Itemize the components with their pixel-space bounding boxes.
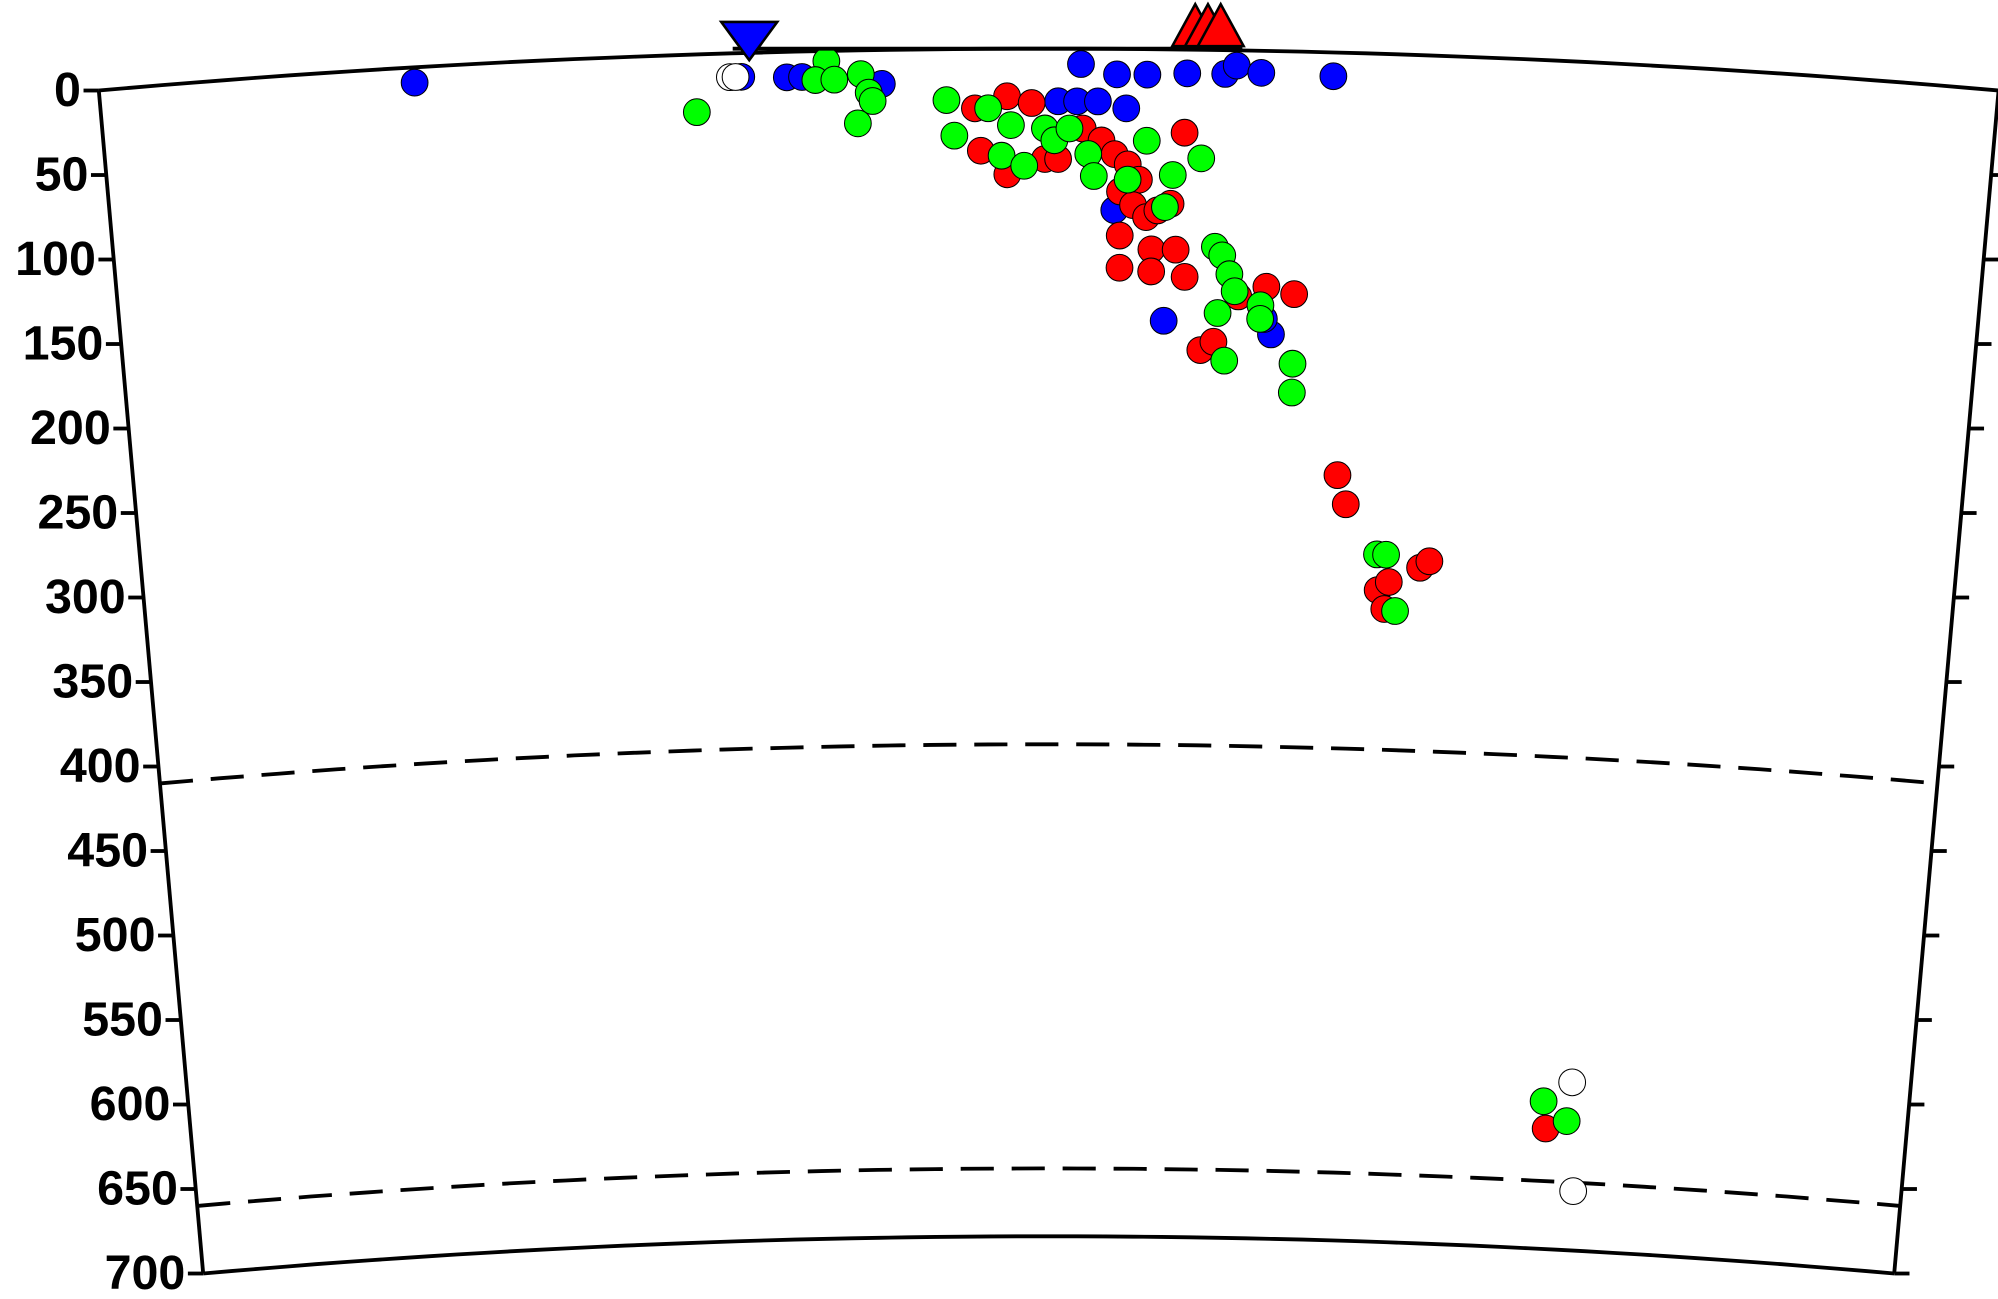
discontinuity-line <box>197 1166 1901 1208</box>
event-point <box>400 68 429 97</box>
event-point <box>1277 378 1306 407</box>
event-point <box>682 98 711 127</box>
event-point <box>1222 51 1251 80</box>
event-point <box>1170 263 1199 291</box>
event-point <box>1173 59 1202 88</box>
event-point <box>1158 161 1187 189</box>
event-point <box>1372 540 1400 569</box>
y-tick-label: 200 <box>30 401 111 455</box>
event-point <box>940 121 969 150</box>
event-point <box>932 86 961 114</box>
y-tick-label: 350 <box>52 654 133 708</box>
y-tick-label: 700 <box>105 1246 186 1299</box>
event-point <box>1103 60 1131 89</box>
y-tick-label: 450 <box>67 823 148 877</box>
event-point <box>1055 114 1084 143</box>
event-point <box>1170 118 1199 147</box>
y-tick-label: 100 <box>15 232 96 286</box>
y-tick-label: 0 <box>54 63 81 117</box>
points <box>400 47 1588 1206</box>
ticks: 0 50 100 150 200 250 300 350 400 450 500 550 600 650 7… <box>15 63 1998 1299</box>
event-point <box>1203 299 1232 327</box>
event-point <box>1280 280 1309 309</box>
event-point <box>1067 50 1095 78</box>
event-point <box>1187 144 1216 173</box>
y-tick-label: 50 <box>35 147 89 201</box>
side-edge <box>1892 90 1998 1274</box>
event-point <box>1278 349 1307 378</box>
event-point <box>1381 597 1409 625</box>
event-point <box>997 111 1025 139</box>
event-point <box>1559 1177 1588 1206</box>
event-point <box>1105 253 1134 282</box>
event-point <box>1319 62 1348 91</box>
y-tick-label: 600 <box>90 1077 171 1131</box>
frame <box>96 46 1998 1276</box>
event-point <box>1246 304 1275 333</box>
event-point <box>1161 235 1190 264</box>
event-point <box>1552 1107 1581 1136</box>
event-point <box>858 87 887 115</box>
y-tick-label: 650 <box>97 1161 178 1215</box>
y-tick-label: 300 <box>45 570 126 624</box>
event-point <box>1105 221 1134 250</box>
event-point <box>843 109 872 138</box>
y-tick-label: 150 <box>23 316 104 370</box>
event-point <box>1151 193 1179 222</box>
y-tick-label: 400 <box>60 739 141 793</box>
event-point <box>1323 461 1352 490</box>
event-point <box>1112 94 1141 123</box>
top-arc <box>98 46 1998 93</box>
event-point <box>974 94 1003 123</box>
event-point <box>1010 151 1039 180</box>
volcano-marker <box>1195 1 1246 48</box>
event-point <box>1017 89 1046 117</box>
event-point <box>1210 346 1239 375</box>
event-point <box>1149 306 1178 335</box>
y-tick-label: 250 <box>37 485 118 539</box>
y-tick-label: 500 <box>75 908 156 962</box>
event-point <box>1137 257 1166 286</box>
discontinuity-line <box>159 742 1938 786</box>
event-point <box>1133 60 1162 89</box>
event-point <box>1132 126 1161 155</box>
event-point <box>1079 162 1108 190</box>
event-point <box>1529 1087 1558 1116</box>
event-point <box>1084 87 1112 116</box>
side-edge <box>96 90 206 1274</box>
event-point <box>1374 568 1403 596</box>
event-point <box>1415 547 1444 576</box>
bottom-arc <box>203 1234 1895 1276</box>
event-point <box>1247 58 1276 87</box>
event-point <box>820 65 849 94</box>
event-point <box>1558 1068 1587 1097</box>
event-point <box>1220 277 1249 306</box>
event-point <box>1113 165 1142 194</box>
event-point <box>721 63 750 91</box>
y-tick-label: 550 <box>82 992 163 1046</box>
event-point <box>1331 490 1360 519</box>
station-marker <box>718 20 780 63</box>
